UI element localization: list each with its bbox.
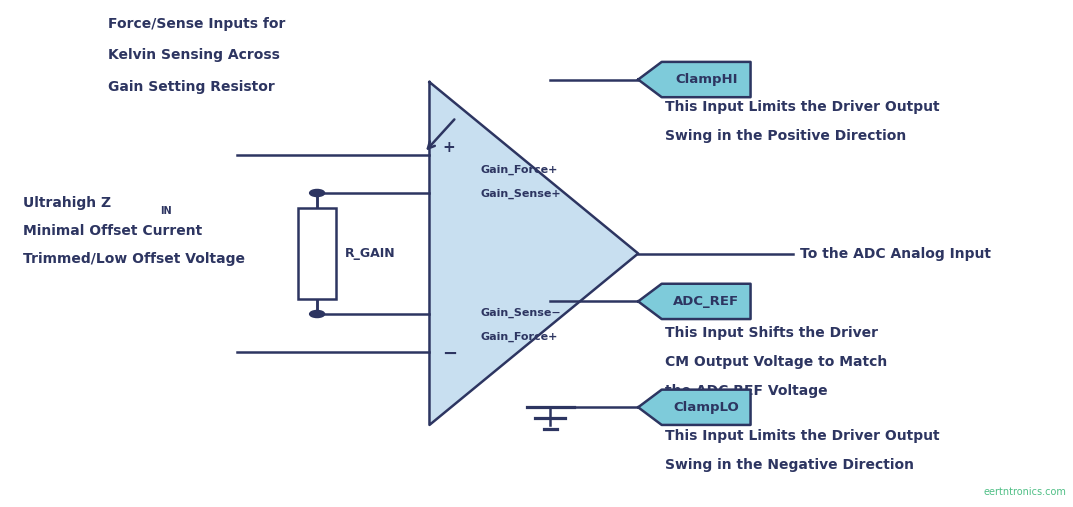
FancyBboxPatch shape	[298, 207, 336, 300]
Text: the ADC REF Voltage: the ADC REF Voltage	[665, 384, 827, 397]
Polygon shape	[429, 82, 638, 425]
Text: ADC_REF: ADC_REF	[673, 295, 739, 308]
Polygon shape	[638, 62, 750, 97]
Text: +: +	[442, 140, 455, 155]
Text: Swing in the Positive Direction: Swing in the Positive Direction	[665, 129, 907, 143]
Text: Gain Setting Resistor: Gain Setting Resistor	[108, 80, 275, 94]
Text: This Input Shifts the Driver: This Input Shifts the Driver	[665, 326, 878, 340]
Text: Gain_Sense+: Gain_Sense+	[481, 189, 561, 199]
Polygon shape	[638, 390, 750, 425]
Text: Minimal Offset Current: Minimal Offset Current	[23, 224, 202, 238]
Text: This Input Limits the Driver Output: This Input Limits the Driver Output	[665, 429, 940, 443]
Text: −: −	[442, 345, 457, 364]
Text: Gain_Force+: Gain_Force+	[481, 165, 558, 175]
Text: R_GAIN: R_GAIN	[344, 247, 396, 260]
Circle shape	[310, 310, 325, 317]
Polygon shape	[638, 284, 750, 319]
Text: Kelvin Sensing Across: Kelvin Sensing Across	[108, 48, 280, 62]
Text: Force/Sense Inputs for: Force/Sense Inputs for	[108, 17, 285, 31]
Text: IN: IN	[160, 206, 172, 215]
Circle shape	[310, 190, 325, 197]
Text: ClampHI: ClampHI	[675, 73, 737, 86]
Text: ClampLO: ClampLO	[673, 401, 739, 414]
Text: Swing in the Negative Direction: Swing in the Negative Direction	[665, 458, 914, 472]
Text: Ultrahigh Z: Ultrahigh Z	[23, 196, 111, 210]
Text: Gain_Force+: Gain_Force+	[481, 332, 558, 342]
Text: eertntronics.com: eertntronics.com	[983, 487, 1067, 496]
Text: Gain_Sense−: Gain_Sense−	[481, 308, 561, 318]
Text: CM Output Voltage to Match: CM Output Voltage to Match	[665, 355, 887, 369]
Text: To the ADC Analog Input: To the ADC Analog Input	[799, 246, 990, 261]
Text: This Input Limits the Driver Output: This Input Limits the Driver Output	[665, 100, 940, 114]
Text: Trimmed/Low Offset Voltage: Trimmed/Low Offset Voltage	[23, 251, 245, 266]
